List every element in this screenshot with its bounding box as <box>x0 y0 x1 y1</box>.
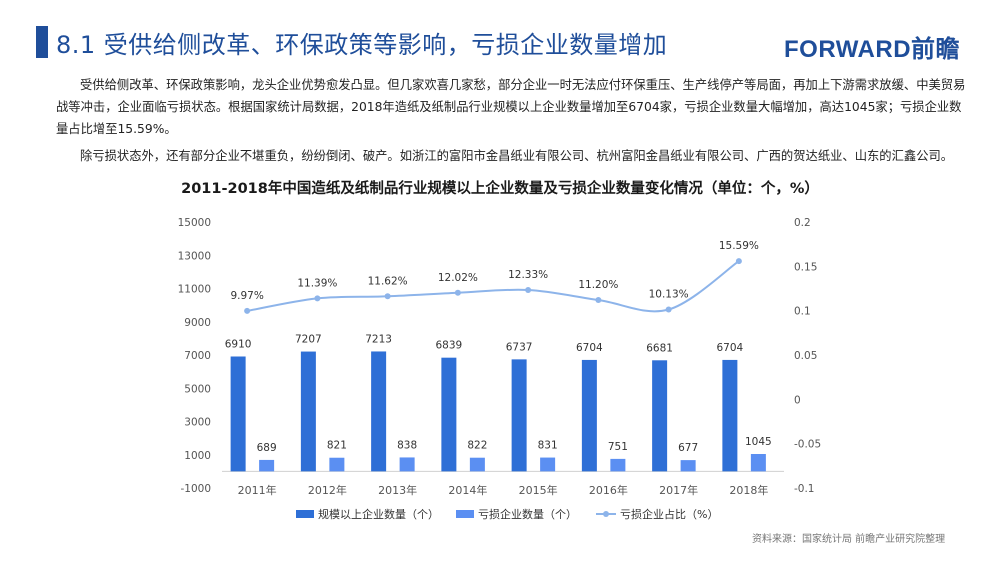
bar-loss-enterprises <box>680 460 696 472</box>
chart-title: 2011-2018年中国造纸及纸制品行业规模以上企业数量及亏损企业数量变化情况（… <box>181 181 819 197</box>
x-tick-label: 2014年 <box>448 483 487 497</box>
y-left-tick-label: 5000 <box>184 383 211 395</box>
line-point-loss-ratio <box>665 306 672 313</box>
y-left-tick-label: 15000 <box>178 217 211 229</box>
x-tick-label: 2011年 <box>238 483 277 497</box>
bar-total-value-label: 6704 <box>717 342 744 354</box>
line-point-loss-ratio <box>244 307 251 314</box>
bar-total-value-label: 6737 <box>506 341 533 353</box>
x-tick-label: 2016年 <box>589 483 628 497</box>
y-right-tick-label: 0.1 <box>794 306 811 318</box>
legend-label: 亏损企业占比（%） <box>620 507 718 521</box>
y-right-tick-label: 0 <box>794 394 801 406</box>
y-left-tick-label: 1000 <box>184 450 211 462</box>
line-value-label: 12.33% <box>508 269 548 281</box>
bar-total-value-label: 7213 <box>365 333 392 345</box>
y-right-tick-label: 0.05 <box>794 350 817 362</box>
bar-total-enterprises <box>511 359 527 472</box>
page-title: 8.1 受供给侧改革、环保政策等影响，亏损企业数量增加 <box>56 31 668 59</box>
bar-loss-value-label: 1045 <box>745 436 772 448</box>
bar-loss-value-label: 831 <box>538 440 558 452</box>
line-value-label: 11.62% <box>368 275 408 287</box>
x-tick-label: 2012年 <box>308 483 347 497</box>
bar-loss-enterprises <box>259 459 275 472</box>
bar-loss-enterprises <box>469 457 485 472</box>
bar-total-value-label: 6704 <box>576 342 603 354</box>
legend-label: 亏损企业数量（个） <box>478 507 577 521</box>
bar-total-value-label: 6681 <box>646 342 673 354</box>
line-value-label: 11.39% <box>297 277 337 289</box>
x-tick-label: 2018年 <box>729 483 768 497</box>
bar-total-enterprises <box>230 356 246 472</box>
legend-label: 规模以上企业数量（个） <box>318 507 439 521</box>
line-point-loss-ratio <box>454 289 461 296</box>
bar-total-enterprises <box>300 351 316 472</box>
bar-total-enterprises <box>371 351 387 472</box>
bar-total-enterprises <box>652 360 668 472</box>
line-value-label: 11.20% <box>578 279 618 291</box>
bar-loss-enterprises <box>329 457 345 472</box>
x-tick-label: 2017年 <box>659 483 698 497</box>
legend-swatch <box>456 510 474 518</box>
bar-loss-value-label: 677 <box>678 442 698 454</box>
line-point-loss-ratio <box>595 297 602 304</box>
bar-total-value-label: 6839 <box>436 340 463 352</box>
line-point-loss-ratio <box>384 293 391 300</box>
bar-loss-value-label: 689 <box>257 442 277 454</box>
bar-total-enterprises <box>581 359 597 472</box>
bar-loss-enterprises <box>540 457 556 472</box>
body-paragraph-2: 除亏损状态外，还有部分企业不堪重负，纷纷倒闭、破产。如浙江的富阳市金昌纸业有限公… <box>80 149 954 163</box>
title-accent-bar <box>36 26 48 58</box>
bar-loss-enterprises <box>399 457 415 472</box>
y-left-tick-label: 7000 <box>184 350 211 362</box>
brand-logo: FORWARD前瞻 <box>784 36 961 63</box>
y-left-tick-label: 11000 <box>178 284 211 296</box>
line-value-label: 9.97% <box>230 290 263 302</box>
bar-loss-enterprises <box>610 458 626 472</box>
line-point-loss-ratio <box>525 287 532 294</box>
y-left-tick-label: 3000 <box>184 417 211 429</box>
y-right-tick-label: -0.05 <box>794 439 821 451</box>
bar-loss-value-label: 821 <box>327 440 347 452</box>
source-note: 资料来源：国家统计局 前瞻产业研究院整理 <box>752 534 946 545</box>
line-point-loss-ratio <box>735 258 742 265</box>
y-right-tick-label: 0.2 <box>794 217 811 229</box>
bar-total-enterprises <box>722 359 738 472</box>
bar-loss-enterprises <box>750 454 766 472</box>
bar-loss-value-label: 838 <box>397 439 417 451</box>
line-value-label: 10.13% <box>649 289 689 301</box>
bar-total-value-label: 7207 <box>295 334 322 346</box>
line-value-label: 12.02% <box>438 272 478 284</box>
y-left-tick-label: -1000 <box>180 483 211 495</box>
bar-loss-value-label: 751 <box>608 441 628 453</box>
bar-total-value-label: 6910 <box>225 338 252 350</box>
y-right-tick-label: 0.15 <box>794 261 817 273</box>
bar-total-enterprises <box>441 357 457 472</box>
y-left-tick-label: 9000 <box>184 317 211 329</box>
x-tick-label: 2015年 <box>519 483 558 497</box>
y-right-tick-label: -0.1 <box>794 483 815 495</box>
bar-loss-value-label: 822 <box>467 440 487 452</box>
y-left-tick-label: 13000 <box>178 250 211 262</box>
line-value-label: 15.59% <box>719 240 759 252</box>
x-tick-label: 2013年 <box>378 483 417 497</box>
line-point-loss-ratio <box>314 295 321 302</box>
legend-swatch-marker <box>603 511 609 517</box>
legend-swatch <box>296 510 314 518</box>
body-paragraph-1: 受供给侧改革、环保政策影响，龙头企业优势愈发凸显。但几家欢喜几家愁，部分企业一时… <box>56 78 966 136</box>
